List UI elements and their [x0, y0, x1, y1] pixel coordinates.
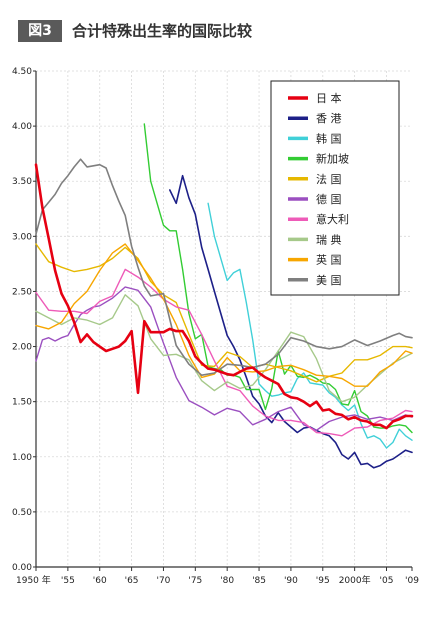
- x-tick-label: '65: [125, 576, 139, 586]
- axes: 0.00 0.50 1.00 1.50 2.00 2.50 3.00 3.50 4.00 4.50…: [12, 67, 419, 586]
- legend-label-6: 意大利: [316, 212, 349, 226]
- legend-label-8: 英 国: [316, 253, 342, 267]
- y-tick-label: 0.00: [12, 563, 32, 573]
- y-tick-label: 1.00: [12, 453, 32, 463]
- legend-label-5: 德 国: [316, 192, 342, 206]
- series-line-0: [34, 163, 414, 430]
- x-tick-label: '55: [61, 576, 75, 586]
- x-tick-label: '05: [380, 576, 394, 586]
- chart-title: 合计特殊出生率的国际比较: [72, 22, 253, 40]
- legend-label-2: 韩 国: [316, 131, 342, 145]
- legend-label-1: 香 港: [316, 112, 342, 125]
- legend-label-3: 新加坡: [316, 152, 349, 166]
- series-line-4: [35, 243, 413, 383]
- series-line-6: [35, 268, 413, 437]
- x-tick-label: '70: [156, 576, 170, 586]
- legend-label-4: 法 国: [316, 172, 342, 186]
- x-tick-label: 2000年: [339, 574, 371, 586]
- y-tick-label: 2.50: [12, 287, 32, 297]
- series-line-1: [169, 174, 413, 469]
- y-tick-label: 3.50: [12, 177, 32, 187]
- legend-label-7: 瑞 典: [316, 232, 342, 246]
- y-tick-label: 4.00: [12, 122, 32, 132]
- figure-number-badge: 図3: [18, 20, 62, 42]
- x-tick-label: '95: [316, 576, 330, 586]
- x-tick-label: '75: [188, 576, 202, 586]
- legend-label-9: 美 国: [316, 274, 342, 287]
- x-tick-label: 1950 年: [16, 574, 51, 586]
- series-line-7: [35, 294, 413, 403]
- series-line-8: [35, 243, 413, 387]
- x-tick-label: '90: [284, 576, 298, 586]
- x-tick-label: '60: [93, 576, 107, 586]
- y-tick-label: 0.50: [12, 508, 32, 518]
- x-tick-label: '80: [220, 576, 234, 586]
- y-tick-label: 4.50: [12, 67, 32, 77]
- y-tick-label: 3.00: [12, 232, 32, 242]
- x-tick-label: '09: [405, 576, 419, 586]
- legend-label-0: 日 本: [316, 91, 342, 105]
- y-tick-label: 1.50: [12, 398, 32, 408]
- series-line-9: [35, 158, 413, 377]
- y-tick-label: 2.00: [12, 343, 32, 353]
- x-tick-label: '85: [252, 576, 266, 586]
- series-line-2: [207, 202, 413, 449]
- series-lines: [34, 123, 414, 469]
